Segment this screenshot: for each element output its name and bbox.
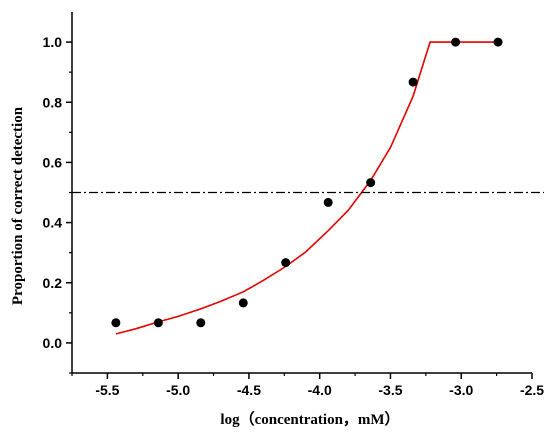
y-tick-label: 0.2 bbox=[43, 275, 63, 291]
data-point bbox=[451, 37, 461, 47]
y-tick-label: 0.0 bbox=[43, 335, 63, 351]
data-point bbox=[111, 318, 121, 328]
y-tick-label: 0.6 bbox=[43, 154, 63, 170]
x-tick-label: -5.0 bbox=[166, 382, 190, 398]
y-axis-title: Proportion of correct detection bbox=[10, 106, 26, 305]
x-tick-label: -4.5 bbox=[237, 382, 261, 398]
plot-layer bbox=[72, 37, 544, 335]
data-point bbox=[238, 298, 248, 308]
data-point bbox=[493, 37, 503, 47]
y-tick-label: 0.4 bbox=[43, 215, 63, 231]
data-point bbox=[153, 318, 163, 328]
fit-curve bbox=[115, 41, 498, 335]
data-point bbox=[408, 77, 418, 87]
y-tick-label: 0.8 bbox=[43, 94, 63, 110]
x-tick-label: -3.0 bbox=[449, 382, 473, 398]
x-tick-label: -2.5 bbox=[520, 382, 544, 398]
axes: -5.5 -5.0 -4.5 -4.0 -3.5 -3.0 -2.5 0.0 0.2 0.4 0.6… bbox=[43, 12, 544, 398]
x-tick-label: -4.0 bbox=[308, 382, 332, 398]
data-point bbox=[323, 197, 333, 207]
x-tick-label: -5.5 bbox=[95, 382, 119, 398]
y-tick-label: 1.0 bbox=[43, 34, 63, 50]
data-point bbox=[196, 318, 206, 328]
x-tick-label: -3.5 bbox=[378, 382, 402, 398]
data-point bbox=[366, 178, 376, 188]
x-axis-title: log（concentration，mM） bbox=[220, 410, 399, 428]
data-point bbox=[281, 258, 291, 268]
